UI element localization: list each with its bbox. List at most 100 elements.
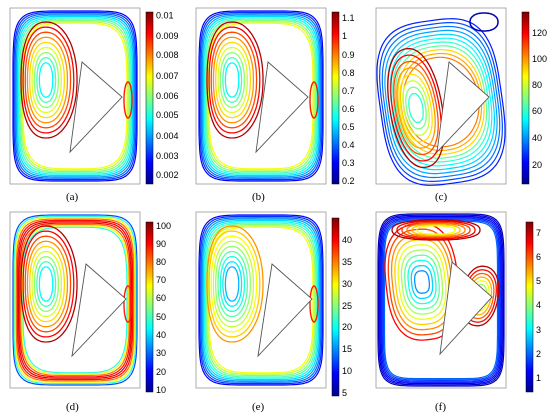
streamline [469, 12, 499, 32]
colorbar-tick-label: 0.4 [342, 140, 355, 150]
streamline [208, 26, 261, 134]
streamline [36, 261, 57, 307]
streamline [392, 41, 490, 163]
streamline [410, 264, 434, 300]
streamline [384, 29, 498, 175]
colorbar-tick-label: 90 [156, 239, 166, 249]
streamline [20, 225, 78, 343]
streamline [200, 217, 322, 383]
streamline [14, 217, 136, 383]
colorbar-tick-label: 0.005 [156, 110, 179, 120]
colorbar-tick-label: 40 [342, 235, 352, 245]
streamline [201, 218, 321, 382]
colorbar-tick-label: 0.01 [156, 11, 174, 21]
streamline [215, 41, 252, 119]
streamline [202, 15, 320, 177]
streamline [20, 19, 130, 173]
panel-caption: (a) [66, 191, 79, 203]
streamline [199, 215, 323, 385]
streamlines [12, 10, 138, 182]
streamline [22, 230, 75, 338]
streamline [20, 223, 130, 377]
colorbar-tick-label: 0.002 [156, 170, 179, 180]
streamline [399, 73, 433, 143]
streamline [15, 14, 135, 178]
streamline [394, 45, 488, 159]
triangular-obstacle [71, 263, 127, 358]
streamline [198, 214, 324, 386]
streamline [212, 240, 255, 328]
streamline [212, 36, 255, 124]
colorbar-tick-label: 25 [342, 301, 352, 311]
panel-c: 120 100 80 60 40 20 (c) [375, 7, 547, 203]
colorbar-tick-label: 10 [156, 385, 166, 395]
colorbar-tick-label: 30 [342, 279, 352, 289]
colorbar-tick-label: 20 [342, 322, 352, 332]
colorbar-tick-label: 10 [342, 366, 352, 376]
streamline [201, 14, 321, 178]
streamline [206, 223, 316, 377]
streamline [408, 92, 424, 124]
streamline [38, 266, 54, 302]
colorbar-tick-label: 0.8 [342, 68, 355, 78]
streamline [31, 250, 63, 318]
colorbar-tick-label: 0.9 [342, 50, 355, 60]
colorbar [145, 221, 154, 393]
streamline [205, 222, 317, 378]
streamline [208, 230, 261, 338]
streamline [416, 225, 456, 235]
colorbar-ticks: 0.01 0.009 0.008 0.007 0.006 0.005 0.004… [156, 11, 179, 181]
streamline [208, 22, 314, 170]
streamline [36, 57, 57, 103]
colorbar-tick-label: 0.009 [156, 31, 179, 41]
triangular-obstacle [69, 61, 123, 154]
colorbar-tick-label: 5 [342, 388, 347, 398]
streamline [399, 52, 483, 152]
streamline [378, 22, 504, 182]
streamline [12, 10, 138, 182]
colorbar-tick-label: 15 [342, 344, 352, 354]
colorbar-tick-label: 40 [532, 133, 542, 143]
streamline [208, 226, 314, 374]
streamline [205, 18, 317, 174]
streamline [390, 54, 442, 162]
streamline [402, 80, 430, 136]
streamline [24, 235, 72, 333]
colorbar-tick-label: 3 [536, 325, 541, 335]
colorbar-tick-label: 0.3 [342, 158, 355, 168]
colorbar-tick-label: 120 [532, 28, 547, 38]
streamline [378, 214, 504, 386]
triangular-obstacle [436, 61, 490, 154]
streamline [309, 81, 319, 119]
colorbar-ticks: 7 6 5 4 3 2 1 [536, 228, 541, 383]
streamline [12, 214, 138, 386]
streamline [217, 250, 249, 318]
colorbar-tick-label: 80 [156, 257, 166, 267]
streamline [13, 11, 137, 181]
streamline [13, 215, 137, 385]
colorbar-tick-label: 0.003 [156, 151, 179, 161]
colorbar [525, 221, 534, 393]
streamline [309, 285, 319, 323]
colorbar-ticks: 100 90 80 70 60 50 40 30 20 10 [156, 221, 171, 395]
colorbar-tick-label: 5 [536, 276, 541, 286]
streamline [19, 222, 131, 378]
colorbar-tick-label: 35 [342, 257, 352, 267]
panel-e: 40 35 30 25 20 15 10 5 (e) [195, 211, 352, 413]
colorbar-tick-label: 1 [536, 373, 541, 383]
streamline [123, 285, 133, 323]
colorbar-ticks: 40 35 30 25 20 15 10 5 [342, 235, 352, 398]
colorbar-tick-label: 100 [156, 221, 171, 231]
streamline [379, 215, 503, 385]
streamline [206, 225, 264, 343]
streamline [26, 36, 69, 124]
panel-a: 0.01 0.009 0.008 0.007 0.006 0.005 0.004… [9, 7, 179, 203]
colorbar [331, 11, 340, 185]
streamline [222, 261, 243, 307]
streamline [33, 52, 60, 108]
streamline [217, 46, 249, 114]
streamline [31, 46, 63, 114]
streamline [123, 81, 133, 119]
colorbar [521, 11, 530, 185]
streamline [222, 57, 243, 103]
